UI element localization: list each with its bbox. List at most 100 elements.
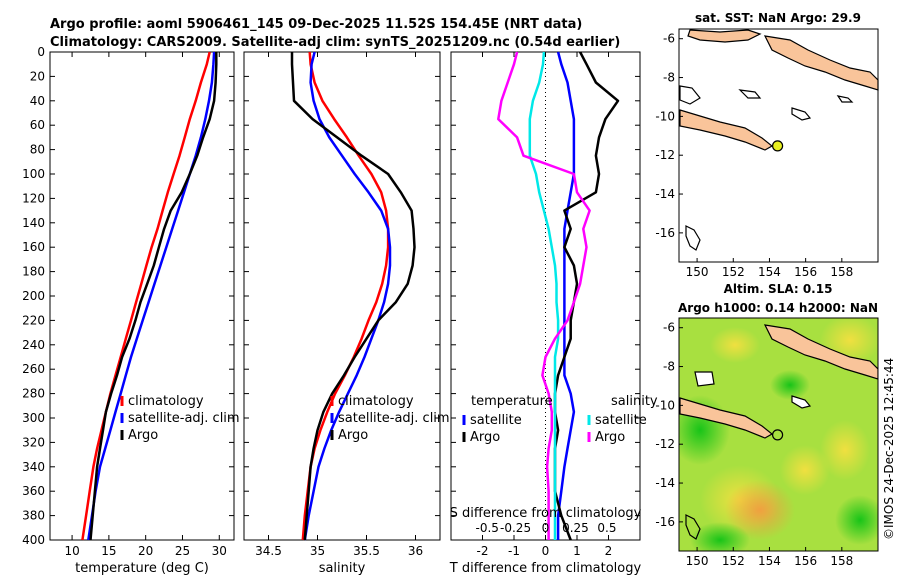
depth-tick-label: 140 xyxy=(22,216,45,230)
sst-map-ytick-label: -12 xyxy=(655,148,675,162)
depth-tick-label: 0 xyxy=(37,45,45,59)
sla-map-subtitle: Argo h1000: 0.14 h2000: NaN xyxy=(678,301,878,315)
sla-map-ytick-label: -8 xyxy=(663,360,675,374)
salinity-legend-label: climatology xyxy=(338,394,414,409)
depth-tick-label: 240 xyxy=(22,338,45,352)
differences-xtick-label: 0 xyxy=(542,544,550,558)
differences-xtick-label: -2 xyxy=(477,544,489,558)
depth-tick-label: 40 xyxy=(30,94,45,108)
sst-map-ytick-label: -10 xyxy=(655,109,675,123)
temperature-xtick-label: 30 xyxy=(212,544,227,558)
depth-tick-label: 20 xyxy=(30,69,45,83)
temperature-legend-label: satellite-adj. clim xyxy=(128,411,240,426)
sst-argo-marker xyxy=(771,140,784,152)
differences-xtick-label: -1 xyxy=(508,544,520,558)
salinity-legend-label: satellite-adj. clim xyxy=(338,411,450,426)
diff-s-tick-label: -0.5 xyxy=(476,521,499,535)
depth-tick-label: 360 xyxy=(22,484,45,498)
sla-map-ytick-label: -14 xyxy=(655,476,675,490)
sla-map-ytick-label: -6 xyxy=(663,321,675,335)
diff-s-axis-label: S difference from climatology xyxy=(450,506,642,521)
diff-s-tick-label: -0.25 xyxy=(500,521,531,535)
sst-map-xtick-label: 156 xyxy=(794,265,817,279)
series-argo xyxy=(89,52,218,541)
salinity-xlabel: salinity xyxy=(319,561,366,576)
series-climatology xyxy=(301,51,390,541)
temperature-legend-label: climatology xyxy=(128,394,204,409)
diff-s-tick-label: 0.5 xyxy=(597,521,616,535)
salinity-xtick-label: 35 xyxy=(310,544,325,558)
sla-coastline xyxy=(679,324,878,540)
sst-coastline xyxy=(679,29,879,251)
temperature-xtick-label: 15 xyxy=(101,544,116,558)
depth-tick-label: 200 xyxy=(22,289,45,303)
depth-tick-label: 400 xyxy=(22,533,45,547)
sla-map xyxy=(679,318,878,551)
sst-map-title: sat. SST: NaN Argo: 29.9 xyxy=(695,11,861,25)
depth-tick-label: 300 xyxy=(22,411,45,425)
depth-tick-label: 60 xyxy=(30,118,45,132)
temperature-xtick-label: 25 xyxy=(175,544,190,558)
series-argo xyxy=(290,52,416,541)
title-line1: Argo profile: aoml 5906461_145 09-Dec-20… xyxy=(50,17,582,32)
sst-map-ytick-label: -16 xyxy=(655,226,675,240)
temperature-legend-label: Argo xyxy=(128,428,158,443)
diff-legend-label: satellite xyxy=(595,413,647,428)
sst-map-ytick-label: -6 xyxy=(663,32,675,46)
diff-s-tick-label: 0.25 xyxy=(562,521,589,535)
series-climatology xyxy=(81,51,211,541)
sla-argo-marker xyxy=(771,429,784,441)
diff-legend-header-salinity: salinity xyxy=(611,394,658,409)
differences-xlabel: T difference from climatology xyxy=(449,561,642,576)
imos-credit: ©IMOS 24-Dec-2025 12:45:44 xyxy=(882,358,896,540)
salinity-xtick-label: 36 xyxy=(408,544,423,558)
sst-map-xtick-label: 152 xyxy=(722,265,745,279)
depth-tick-label: 100 xyxy=(22,167,45,181)
depth-tick-label: 80 xyxy=(30,143,45,157)
sla-map-xtick-label: 152 xyxy=(722,554,745,568)
salinity-xtick-label: 34.5 xyxy=(255,544,282,558)
sla-map-ytick-label: -16 xyxy=(655,515,675,529)
salinity-frame xyxy=(243,51,441,541)
depth-tick-label: 260 xyxy=(22,362,45,376)
sst-map-xtick-label: 154 xyxy=(758,265,781,279)
diff-legend-label: satellite xyxy=(470,413,522,428)
diff-legend-label: Argo xyxy=(595,430,625,445)
temperature-panel: 10 15 20 25 30020406080100120140160180200220… xyxy=(22,45,240,576)
depth-tick-label: 340 xyxy=(22,460,45,474)
series-salinity-satellite xyxy=(528,51,560,540)
sst-map-ytick-label: -8 xyxy=(663,71,675,85)
depth-tick-label: 120 xyxy=(22,191,45,205)
sst-map-xtick-label: 150 xyxy=(686,265,709,279)
depth-tick-label: 160 xyxy=(22,240,45,254)
salinity-xtick-label: 35.5 xyxy=(353,544,380,558)
sla-map-frame xyxy=(678,317,879,552)
title-line2: Climatology: CARS2009. Satellite-adj cli… xyxy=(50,35,620,50)
diff-legend-label: Argo xyxy=(470,430,500,445)
temperature-xlabel: temperature (deg C) xyxy=(75,561,209,576)
difference-panel: -2 -1 0 1 2 T difference from climatology temp… xyxy=(449,51,658,576)
differences-xtick-label: 2 xyxy=(605,544,613,558)
sla-map-xtick-label: 154 xyxy=(758,554,781,568)
sst-map-xtick-label: 158 xyxy=(830,265,853,279)
series-salinity-argo xyxy=(497,51,591,540)
sla-map-ytick-label: -12 xyxy=(655,437,675,451)
diff-s-tick-label: 0 xyxy=(542,521,550,535)
temperature-xtick-label: 20 xyxy=(138,544,153,558)
sla-map-ytick-label: -10 xyxy=(655,398,675,412)
sla-map-xtick-label: 156 xyxy=(794,554,817,568)
depth-tick-label: 180 xyxy=(22,265,45,279)
series-satellite-adj-clim xyxy=(87,51,216,541)
temperature-xtick-label: 10 xyxy=(64,544,79,558)
depth-tick-label: 320 xyxy=(22,435,45,449)
sla-map-title: Altim. SLA: 0.15 xyxy=(724,282,833,296)
diff-legend-header-temperature: temperature xyxy=(471,394,553,409)
differences-xtick-label: 1 xyxy=(573,544,581,558)
sla-map-xtick-label: 158 xyxy=(830,554,853,568)
depth-tick-label: 220 xyxy=(22,313,45,327)
salinity-panel: 34.5 35 35.5 36 salinity climatology satellite… xyxy=(243,51,450,576)
salinity-legend-label: Argo xyxy=(338,428,368,443)
series-temperature-satellite xyxy=(556,51,576,540)
sla-map-xtick-label: 150 xyxy=(686,554,709,568)
